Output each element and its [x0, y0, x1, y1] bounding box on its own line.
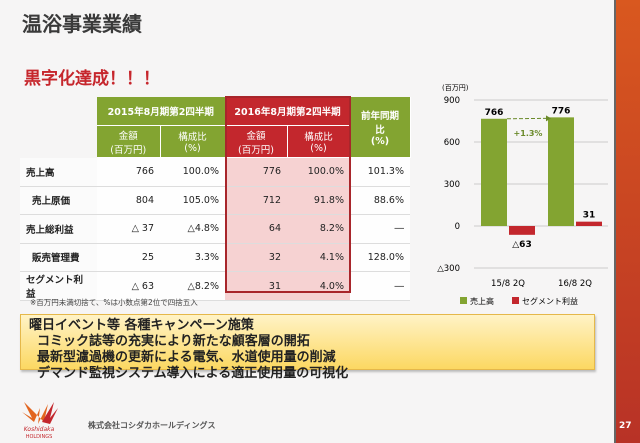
- bar-segment-profit: [509, 226, 535, 235]
- svg-text:HOLDINGS: HOLDINGS: [26, 434, 53, 440]
- cell-r1: 100.0%: [160, 157, 225, 187]
- header-amount: 金額 (百万円): [97, 125, 161, 158]
- cell-yoy: ―: [350, 214, 410, 244]
- subtitle: 黒字化達成！！！: [24, 69, 160, 89]
- company-logo: Koshidaka HOLDINGS: [22, 402, 58, 440]
- header-ratio: 構成比 (%): [287, 125, 351, 158]
- cell-a1: 804: [97, 186, 160, 215]
- side-band: [614, 0, 640, 443]
- header-yoy: 前年同期比 (%): [350, 97, 411, 158]
- cell-r2: 91.8%: [287, 186, 350, 215]
- cell-a1: △ 37: [97, 214, 160, 244]
- initiatives-box: 曜日イベント等 各種キャンペーン施策 コミック誌等の充実により新たな顧客層の開拓…: [20, 314, 595, 381]
- cell-yoy: 101.3%: [350, 157, 410, 187]
- svg-text:Koshidaka: Koshidaka: [24, 426, 55, 433]
- cell-label: セグメント利益: [20, 271, 97, 301]
- initiative-item: 最新型濾過機の更新による電気、水道使用量の削減: [37, 350, 336, 365]
- x-tick-label: 16/8 2Q: [558, 279, 592, 289]
- cell-yoy: ―: [350, 271, 410, 301]
- cell-a1: △ 63: [97, 271, 160, 301]
- cell-label: 売上総利益: [20, 214, 97, 244]
- cell-r2: 8.2%: [287, 214, 350, 244]
- cell-r1: △8.2%: [160, 271, 225, 301]
- corner: [20, 97, 97, 126]
- results-table: 2015年8月期第2四半期 2016年8月期第2四半期 前年同期比 (%) 金額…: [20, 97, 411, 301]
- growth-annotation: +1.3%: [514, 129, 543, 138]
- table-row: セグメント利益 △ 63 △8.2% 31 4.0% ―: [20, 271, 410, 301]
- cell-r1: 3.3%: [160, 243, 225, 272]
- table-note: ※百万円未満切捨て、%は小数点第2位で四捨五入: [30, 298, 198, 307]
- legend-label: 売上高: [470, 296, 494, 306]
- header-ratio: 構成比 (%): [160, 125, 226, 158]
- data-label: 31: [583, 211, 596, 221]
- initiative-heading: 曜日イベント等 各種キャンペーン施策: [29, 318, 254, 333]
- cell-a2: 32: [225, 243, 287, 272]
- cell-label: 売上高: [20, 157, 97, 187]
- unit-label: (百万円): [442, 84, 469, 92]
- cell-yoy: 128.0%: [350, 243, 410, 272]
- table-row: 売上総利益 △ 37 △4.8% 64 8.2% ―: [20, 214, 410, 244]
- data-label: 766: [485, 108, 504, 118]
- table-row: 売上原価 804 105.0% 712 91.8% 88.6%: [20, 186, 410, 215]
- bar-sales: [548, 117, 574, 226]
- cell-a2: 712: [225, 186, 287, 215]
- company-name: 株式会社コシダカホールディングス: [88, 421, 216, 430]
- cell-a2: 31: [225, 271, 287, 301]
- initiative-item: デマンド監視システム導入による適正使用量の可視化: [37, 366, 349, 381]
- cell-a2: 776: [225, 157, 287, 187]
- data-label: △63: [512, 240, 531, 250]
- cell-r2: 4.0%: [287, 271, 350, 301]
- y-tick-label: 600: [444, 138, 460, 148]
- y-tick-label: 900: [444, 96, 460, 106]
- y-tick-label: 0: [455, 222, 460, 232]
- cell-r1: 105.0%: [160, 186, 225, 215]
- header-period1: 2015年8月期第2四半期: [97, 97, 226, 126]
- legend-swatch: [512, 297, 519, 304]
- cell-a1: 25: [97, 243, 160, 272]
- cell-r2: 4.1%: [287, 243, 350, 272]
- cell-r2: 100.0%: [287, 157, 350, 187]
- table-row: 売上高 766 100.0% 776 100.0% 101.3%: [20, 157, 410, 187]
- header-amount: 金額 (百万円): [225, 125, 288, 158]
- page-title: 温浴事業業績: [22, 12, 142, 36]
- y-tick-label: △300: [437, 264, 460, 274]
- sales-chart: (百万円) 900 600 300 0 △300 766 △63 15/8 2Q 776 31 16/…: [437, 84, 608, 306]
- initiative-item: コミック誌等の充実により新たな顧客層の開拓: [37, 334, 310, 349]
- table-row: 販売管理費 25 3.3% 32 4.1% 128.0%: [20, 243, 410, 272]
- bar-sales: [481, 118, 507, 226]
- x-tick-label: 15/8 2Q: [491, 279, 525, 289]
- data-label: 776: [552, 106, 571, 116]
- cell-yoy: 88.6%: [350, 186, 410, 215]
- cell-a1: 766: [97, 157, 160, 187]
- header-period2: 2016年8月期第2四半期: [225, 97, 351, 126]
- cell-label: 販売管理費: [20, 243, 97, 272]
- legend-label: セグメント利益: [522, 296, 578, 306]
- page-number: 27: [619, 421, 632, 431]
- arrow-head-icon: [546, 115, 551, 122]
- cell-r1: △4.8%: [160, 214, 225, 244]
- legend-swatch: [460, 297, 467, 304]
- cell-a2: 64: [225, 214, 287, 244]
- y-tick-label: 300: [444, 180, 460, 190]
- cell-label: 売上原価: [20, 186, 97, 215]
- bar-segment-profit: [576, 221, 602, 226]
